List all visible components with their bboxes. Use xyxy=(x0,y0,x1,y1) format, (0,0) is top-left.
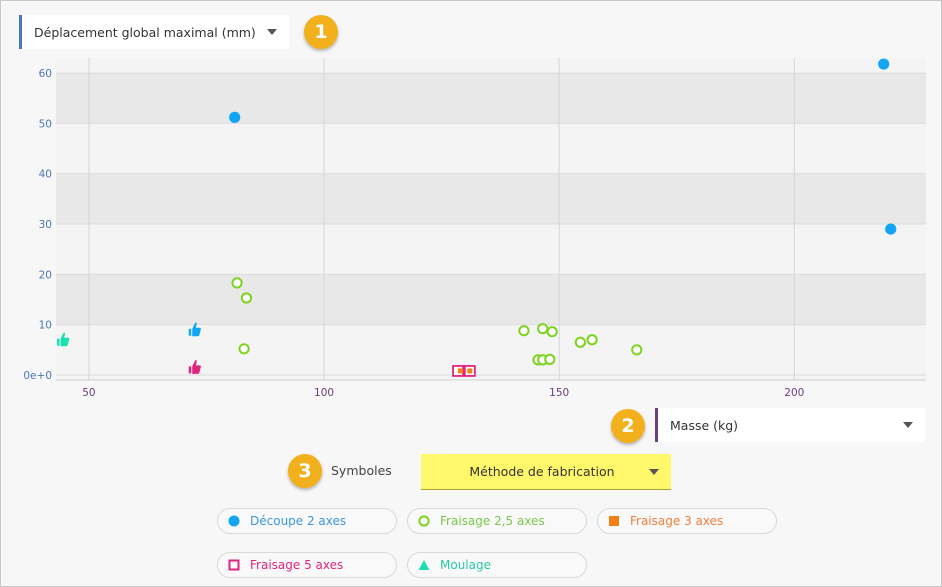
scatter-chart: 0e+0 10 20 30 40 50 60 50 100 150 200 xyxy=(23,58,926,399)
y-tick-label: 40 xyxy=(39,169,52,181)
y-tick-label: 10 xyxy=(39,320,52,332)
x-axis-dropdown[interactable]: Masse (kg) xyxy=(655,408,925,442)
data-point xyxy=(229,111,241,123)
callout-badge-1: 1 xyxy=(304,15,338,49)
thumbs-up-icon xyxy=(188,322,201,337)
y-axis-dropdown-label: Déplacement global maximal (mm) xyxy=(34,24,256,40)
data-point xyxy=(574,336,586,348)
data-point xyxy=(238,343,250,355)
x-tick-label: 200 xyxy=(784,387,804,399)
data-point xyxy=(231,277,243,289)
y-axis-dropdown[interactable]: Déplacement global maximal (mm) xyxy=(19,15,289,49)
thumbs-up-icon xyxy=(188,360,201,374)
chevron-down-icon xyxy=(267,29,277,35)
data-point xyxy=(457,368,463,374)
symbols-dropdown[interactable]: Méthode de fabrication xyxy=(421,454,671,490)
filled-square-icon xyxy=(609,516,619,526)
data-point xyxy=(885,223,897,235)
chevron-down-icon xyxy=(649,468,659,475)
callout-badge-3: 3 xyxy=(288,454,322,488)
legend-label: Fraisage 2,5 axes xyxy=(440,514,545,528)
grid-band xyxy=(56,73,926,124)
ring-icon xyxy=(418,515,430,527)
legend-item-decoupe-2-axes[interactable]: Découpe 2 axes xyxy=(217,508,397,534)
y-tick-label: 20 xyxy=(39,269,52,281)
hollow-square-icon xyxy=(228,559,240,571)
legend-label: Fraisage 3 axes xyxy=(630,514,724,528)
y-tick-label: 60 xyxy=(39,68,52,80)
legend-label: Fraisage 5 axes xyxy=(250,558,344,572)
data-point xyxy=(537,323,549,335)
chevron-down-icon xyxy=(903,422,913,428)
data-point xyxy=(518,325,530,337)
symbols-label: Symboles xyxy=(331,463,392,478)
legend-item-fraisage-2-5-axes[interactable]: Fraisage 2,5 axes xyxy=(407,508,587,534)
data-point xyxy=(544,353,556,365)
y-tick-label: 30 xyxy=(39,219,52,231)
legend-item-moulage[interactable]: Moulage xyxy=(407,552,587,578)
data-point xyxy=(878,58,890,70)
data-point xyxy=(586,334,598,346)
filled-circle-icon xyxy=(228,515,240,527)
data-point xyxy=(240,292,253,304)
x-tick-label: 100 xyxy=(314,387,334,399)
x-tick-label: 50 xyxy=(82,387,95,399)
y-tick-label: 50 xyxy=(39,118,52,130)
legend-label: Découpe 2 axes xyxy=(250,514,347,528)
thumbs-up-icon xyxy=(57,332,70,347)
triangle-icon xyxy=(418,560,430,570)
grid-band xyxy=(56,274,926,325)
legend-item-fraisage-3-axes[interactable]: Fraisage 3 axes xyxy=(597,508,777,534)
data-point xyxy=(546,326,558,338)
grid-band xyxy=(56,173,926,225)
legend-item-fraisage-5-axes[interactable]: Fraisage 5 axes xyxy=(217,552,397,578)
data-point xyxy=(467,368,473,374)
legend-label: Moulage xyxy=(440,558,491,572)
x-axis-dropdown-label: Masse (kg) xyxy=(670,417,739,433)
callout-badge-2: 2 xyxy=(611,409,645,443)
y-tick-label: 0e+0 xyxy=(23,370,52,382)
data-point xyxy=(631,344,643,356)
x-tick-label: 150 xyxy=(549,387,569,399)
symbols-dropdown-label: Méthode de fabrication xyxy=(469,464,615,479)
